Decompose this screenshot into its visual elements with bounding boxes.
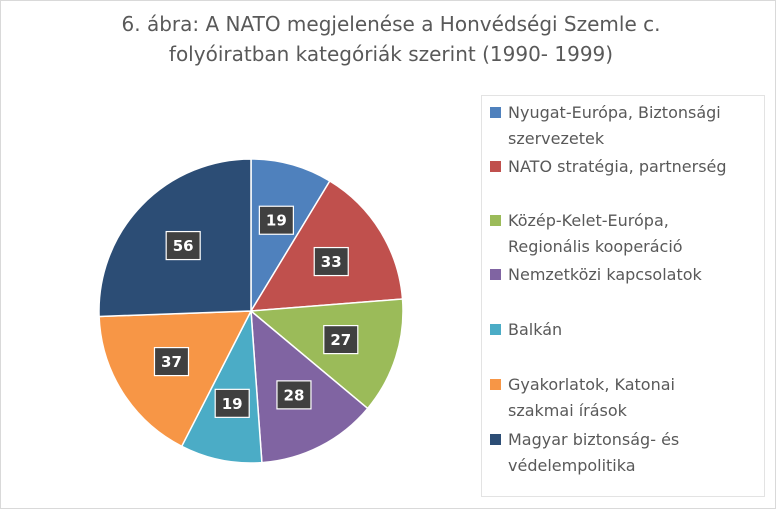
- legend-swatch-6: [490, 379, 501, 390]
- legend-swatch-4: [490, 269, 501, 280]
- legend-item-4: Nemzetközi kapcsolatok: [490, 262, 702, 288]
- legend-item-6: Gyakorlatok, Katonai szakmai írások: [490, 372, 675, 424]
- data-label-text-6: 37: [161, 353, 182, 371]
- legend-swatch-1: [490, 107, 501, 118]
- data-label-text-3: 27: [330, 331, 351, 349]
- data-label-1: 19: [258, 205, 294, 235]
- legend-swatch-2: [490, 161, 501, 172]
- legend-label-1: Nyugat-Európa, Biztonsági szervezetek: [490, 100, 721, 152]
- legend-label-6: Gyakorlatok, Katonai szakmai írások: [490, 372, 675, 424]
- legend: Nyugat-Európa, Biztonsági szervezetek NATO…: [481, 95, 765, 497]
- data-label-box-3: [323, 325, 359, 355]
- legend-item-1: Nyugat-Európa, Biztonsági szervezetek: [490, 100, 721, 152]
- legend-label-4: Nemzetközi kapcsolatok: [490, 262, 702, 288]
- data-label-2: 33: [313, 246, 349, 277]
- pie-slice-2: [249, 179, 404, 312]
- legend-label-2: NATO stratégia, partnerség: [490, 154, 727, 180]
- pie-slice-6: [98, 310, 253, 448]
- data-label-text-4: 28: [284, 386, 305, 404]
- legend-swatch-7: [490, 434, 501, 445]
- legend-label-1-line-1: Nyugat-Európa, Biztonsági: [508, 103, 721, 122]
- data-label-5: 19: [214, 388, 250, 418]
- legend-label-7: Magyar biztonság- és védelempolitika: [490, 427, 679, 479]
- pie-slice-1: [250, 158, 331, 314]
- data-label-box-6: [153, 346, 190, 377]
- pie-slice-5: [180, 308, 263, 464]
- legend-label-6-line-1: Gyakorlatok, Katonai: [508, 375, 675, 394]
- data-label-text-1: 19: [266, 212, 287, 230]
- data-label-text-5: 19: [222, 395, 243, 413]
- chart-title-line-1: 6. ábra: A NATO megjelenése a Honvédségi…: [121, 12, 661, 36]
- legend-label-5: Balkán: [490, 317, 562, 343]
- data-label-4: 28: [276, 380, 312, 410]
- legend-swatch-3: [490, 215, 501, 226]
- legend-label-1-line-2: szervezetek: [508, 129, 605, 148]
- legend-label-7-line-2: védelempolitika: [508, 456, 636, 475]
- data-label-box-7: [165, 230, 201, 261]
- legend-item-2: NATO stratégia, partnerség: [490, 154, 727, 180]
- data-label-text-2: 33: [321, 253, 342, 271]
- data-label-box-4: [276, 380, 312, 410]
- data-label-box-5: [214, 388, 250, 418]
- data-label-box-2: [313, 246, 349, 277]
- chart-title-line-2: folyóiratban kategóriák szerint (1990- 1…: [168, 42, 614, 66]
- legend-label-3-line-2: Regionális kooperáció: [508, 237, 683, 256]
- legend-label-4-line-1: Nemzetközi kapcsolatok: [508, 265, 702, 284]
- legend-item-3: Közép-Kelet-Európa, Regionális kooperáció: [490, 208, 683, 260]
- legend-label-2-line-1: NATO stratégia, partnerség: [508, 157, 727, 176]
- legend-item-5: Balkán: [490, 317, 562, 343]
- data-label-6: 37: [153, 346, 190, 377]
- data-label-box-1: [258, 205, 294, 235]
- data-label-3: 27: [323, 325, 359, 355]
- legend-label-7-line-1: Magyar biztonság- és: [508, 430, 680, 449]
- legend-label-3-line-1: Közép-Kelet-Európa,: [508, 211, 669, 230]
- legend-label-6-line-2: szakmai írások: [508, 401, 627, 420]
- legend-swatch-5: [490, 324, 501, 335]
- data-label-text-7: 56: [173, 237, 194, 255]
- legend-label-3: Közép-Kelet-Európa, Regionális kooperáció: [490, 208, 683, 260]
- legend-item-7: Magyar biztonság- és védelempolitika: [490, 427, 679, 479]
- legend-label-5-line-1: Balkán: [508, 320, 563, 339]
- data-label-7: 56: [165, 230, 201, 261]
- chart-title: 6. ábra: A NATO megjelenése a Honvédségi…: [41, 9, 741, 69]
